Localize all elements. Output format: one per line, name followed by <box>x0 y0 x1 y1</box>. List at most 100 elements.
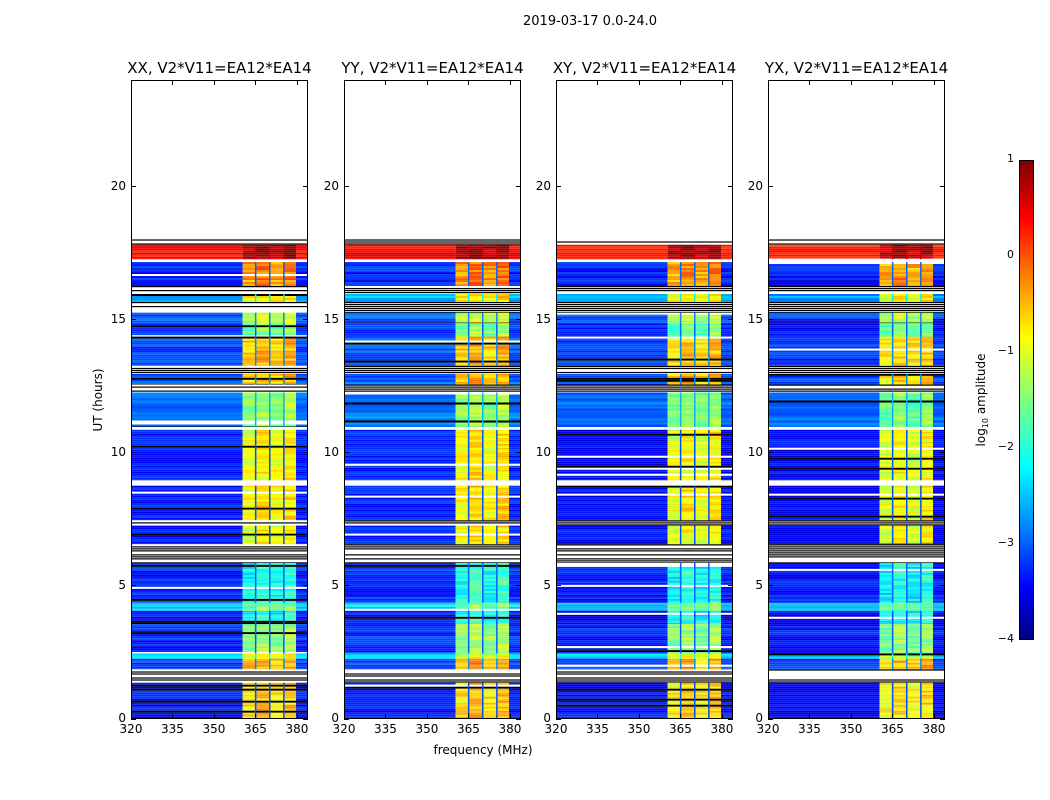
heatmap-cell-band <box>709 348 722 351</box>
heatmap-cell-band <box>483 416 498 419</box>
flagged-row <box>769 367 944 370</box>
heatmap-cell-band <box>242 268 256 271</box>
heatmap-cell-band <box>680 392 696 395</box>
heatmap-cell-band <box>921 278 934 281</box>
heatmap-cell-band <box>497 352 510 355</box>
heatmap-cell-band <box>695 634 710 637</box>
heatmap-cell-band <box>497 410 510 413</box>
heatmap-cell-band <box>921 398 934 401</box>
heatmap-cell-band <box>255 331 271 334</box>
heatmap-cell-band <box>892 708 908 711</box>
heatmap-cell-band <box>907 453 922 456</box>
heatmap-cell-band <box>921 598 934 601</box>
heatmap-cell-band <box>667 453 681 456</box>
heatmap-cell-band <box>907 648 922 651</box>
heatmap-cell-band <box>284 329 297 332</box>
heatmap-cell-band <box>455 582 469 585</box>
heatmap-cell-band <box>455 377 469 380</box>
heatmap-cell-background <box>721 381 732 384</box>
heatmap-cell-band <box>255 272 271 275</box>
heatmap-cell-background <box>557 501 668 504</box>
heatmap-cell-background <box>769 612 880 615</box>
heatmap-cell-band <box>892 394 908 397</box>
heatmap-cell-background <box>933 340 944 343</box>
heatmap-cell-background <box>721 400 732 403</box>
heatmap-cell-band <box>497 525 510 528</box>
gap-row <box>769 262 944 265</box>
heatmap-cell-band <box>242 525 256 528</box>
heatmap-cell-band <box>892 408 908 411</box>
heatmap-cell-band <box>680 375 696 378</box>
heatmap-cell-band <box>709 429 722 432</box>
heatmap-cell-band <box>680 653 696 656</box>
heatmap-cell-band <box>255 501 271 504</box>
heatmap-cell-band <box>270 338 285 341</box>
heatmap-cell-band <box>879 356 893 359</box>
heatmap-cell-background <box>769 716 880 718</box>
heatmap-cell-band <box>242 682 256 685</box>
heatmap-cell-band <box>455 489 469 492</box>
heatmap-cell-background <box>132 327 243 330</box>
heatmap-cell-background <box>557 495 668 498</box>
heatmap-cell-band <box>695 429 710 432</box>
heatmap-cell-background <box>721 364 732 366</box>
heatmap-cell-band <box>879 688 893 691</box>
heatmap-cell-band <box>695 598 710 601</box>
heatmap-cell-background <box>345 590 456 593</box>
heatmap-cell-background <box>345 712 456 715</box>
heatmap-cell-background <box>296 509 307 512</box>
heatmap-cell-band <box>921 418 934 421</box>
heatmap-cell-background <box>557 716 668 718</box>
heatmap-cell-background <box>132 441 243 444</box>
heatmap-cell-band <box>284 511 297 514</box>
x-tick-mark <box>131 80 132 85</box>
heatmap-cell-background <box>557 491 668 494</box>
heatmap-cell-background <box>557 320 668 323</box>
heatmap-cell-band <box>667 618 681 621</box>
heatmap-cell-band <box>892 453 908 456</box>
heatmap-cell-background <box>345 630 456 633</box>
heatmap-cell-band <box>242 499 256 502</box>
heatmap-cell-band <box>907 431 922 434</box>
x-tick-label: 380 <box>498 722 522 736</box>
heatmap-cell-band <box>680 696 696 699</box>
heatmap-cell-background <box>933 517 944 520</box>
heatmap-cell-band <box>892 586 908 589</box>
heatmap-cell-band <box>497 272 510 275</box>
heatmap-cell-background <box>132 489 243 492</box>
heatmap-cell-band <box>892 248 908 251</box>
heatmap-cell-band <box>921 642 934 645</box>
heatmap-cell-background <box>509 276 520 279</box>
heatmap-cell-background <box>345 379 456 382</box>
heatmap-cell-band <box>907 443 922 446</box>
heatmap-cell-background <box>132 350 243 353</box>
subband-edge <box>467 262 470 287</box>
heatmap-cell-background <box>769 527 880 530</box>
heatmap-cell-background <box>721 706 732 709</box>
heatmap-cell-background <box>296 692 307 695</box>
heatmap-cell-background <box>296 515 307 518</box>
heatmap-cell-band <box>497 646 510 649</box>
heatmap-cell-band <box>680 360 696 363</box>
heatmap-cell-band <box>455 596 469 599</box>
heatmap-cell-band <box>255 284 271 287</box>
heatmap-cell-background <box>557 590 668 593</box>
heatmap-cell-band <box>680 525 696 528</box>
heatmap-cell-band <box>242 638 256 641</box>
heatmap-cell-band <box>892 256 908 259</box>
heatmap-cell-band <box>468 264 484 267</box>
heatmap-cell-band <box>892 640 908 643</box>
heatmap-cell-band <box>892 537 908 540</box>
heatmap-cell-band <box>695 578 710 581</box>
heatmap-cell-band <box>255 406 271 409</box>
heatmap-cell-background <box>345 453 456 456</box>
heatmap-cell-band <box>907 586 922 589</box>
heatmap-cell-band <box>680 582 696 585</box>
subband-edge <box>496 682 498 718</box>
heatmap-cell-background <box>769 507 880 510</box>
heatmap-cell-band <box>907 694 922 697</box>
heatmap-cell-band <box>497 507 510 510</box>
heatmap-cell-band <box>483 588 498 591</box>
heatmap-cell-background <box>296 282 307 285</box>
heatmap-cell-background <box>769 352 880 355</box>
